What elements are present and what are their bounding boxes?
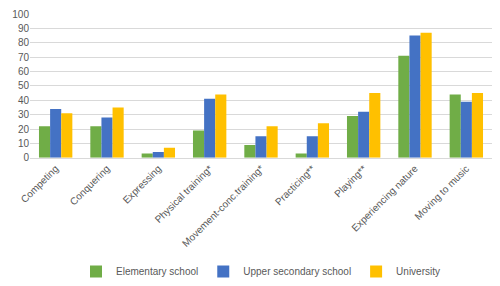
svg-text:80: 80: [18, 37, 30, 48]
svg-text:50: 50: [18, 80, 30, 91]
svg-text:30: 30: [18, 109, 30, 120]
svg-text:Competing: Competing: [19, 163, 61, 205]
svg-text:Conquering: Conquering: [68, 163, 112, 207]
svg-text:Playing**: Playing**: [332, 163, 369, 200]
svg-text:60: 60: [18, 66, 30, 77]
svg-text:Movement-conc.training*: Movement-conc.training*: [180, 163, 266, 249]
svg-text:100: 100: [12, 9, 29, 20]
svg-text:70: 70: [18, 52, 30, 63]
svg-text:University: University: [396, 266, 440, 277]
svg-text:Elementary school: Elementary school: [116, 266, 198, 277]
svg-text:Experiencing nature: Experiencing nature: [349, 163, 420, 234]
svg-text:20: 20: [18, 124, 30, 135]
svg-text:Moving to music: Moving to music: [412, 163, 471, 222]
svg-text:10: 10: [18, 138, 30, 149]
svg-text:40: 40: [18, 95, 30, 106]
svg-text:0: 0: [23, 152, 29, 163]
svg-text:90: 90: [18, 23, 30, 34]
svg-text:Practicing**: Practicing**: [273, 163, 317, 207]
svg-text:Physical training*: Physical training*: [153, 163, 215, 225]
svg-text:Upper secondary school: Upper secondary school: [243, 266, 351, 277]
svg-text:Expressing: Expressing: [121, 163, 164, 206]
